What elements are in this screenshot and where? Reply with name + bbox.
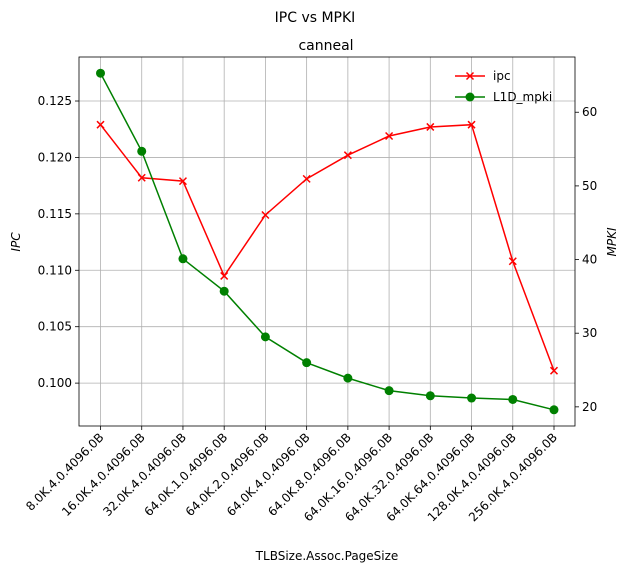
legend-item-l1d-mpki: L1D_mpki xyxy=(455,90,552,104)
data-point-l1d-mpki xyxy=(384,386,394,396)
data-point-ipc xyxy=(549,366,559,375)
data-point-l1d-mpki xyxy=(425,391,435,401)
data-point-ipc xyxy=(96,120,105,129)
data-point-l1d-mpki xyxy=(508,394,518,404)
y-axis-right-label: MPKI xyxy=(605,227,619,256)
y-axis-left-label: IPC xyxy=(9,232,23,252)
data-point-l1d-mpki xyxy=(260,332,270,342)
data-point-l1d-mpki xyxy=(96,68,105,78)
legend-mpki-marker xyxy=(465,92,475,102)
data-point-ipc xyxy=(467,120,476,129)
y-axis-left-ticks: 0.100 0.105 0.110 0.115 0.120 0.125 xyxy=(38,94,79,390)
y-right-tick-label: 30 xyxy=(582,326,597,340)
data-point-l1d-mpki xyxy=(178,254,188,264)
x-axis-label: TLBSize.Assoc.PageSize xyxy=(255,549,399,563)
legend-ipc-label: ipc xyxy=(493,69,511,83)
data-point-ipc xyxy=(261,210,270,220)
data-point-ipc xyxy=(426,122,435,131)
data-point-ipc xyxy=(343,151,352,160)
data-point-l1d-mpki xyxy=(467,393,477,403)
series-layer xyxy=(96,68,559,415)
y-right-tick-label: 50 xyxy=(582,179,597,193)
y-left-tick-label: 0.105 xyxy=(38,320,72,334)
y-left-tick-label: 0.100 xyxy=(38,376,72,390)
y-right-tick-label: 60 xyxy=(582,105,597,119)
legend: ipc L1D_mpki xyxy=(455,69,552,104)
y-left-tick-label: 0.120 xyxy=(38,150,72,164)
data-point-l1d-mpki xyxy=(137,146,147,156)
legend-item-ipc: ipc xyxy=(455,69,511,83)
legend-ipc-marker xyxy=(465,71,475,81)
y-left-tick-label: 0.125 xyxy=(38,94,72,108)
chart-title: canneal xyxy=(298,38,353,54)
y-axis-right-ticks: 20 30 40 50 60 xyxy=(575,105,597,414)
data-point-l1d-mpki xyxy=(302,358,312,368)
y-left-tick-label: 0.115 xyxy=(38,207,72,221)
y-right-tick-label: 20 xyxy=(582,400,597,414)
data-point-l1d-mpki xyxy=(219,286,229,296)
data-point-ipc xyxy=(385,131,394,141)
data-point-l1d-mpki xyxy=(343,373,353,383)
data-point-ipc xyxy=(508,257,517,266)
legend-mpki-label: L1D_mpki xyxy=(493,90,552,104)
y-right-tick-label: 40 xyxy=(582,253,597,267)
y-left-tick-label: 0.110 xyxy=(38,263,72,277)
chart-suptitle: IPC vs MPKI xyxy=(275,10,356,26)
series-line-ipc xyxy=(99,123,555,371)
grid xyxy=(79,57,575,426)
data-point-ipc xyxy=(178,177,187,186)
data-point-ipc xyxy=(137,173,146,182)
data-point-ipc xyxy=(220,271,229,280)
series-line-l1d-mpki xyxy=(99,72,555,411)
x-axis-ticks: 8.0K.4.0.4096.0B16.0K.4.0.4096.0B32.0K.4… xyxy=(23,426,560,524)
data-point-ipc xyxy=(302,174,311,183)
x-tick-label: 8.0K.4.0.4096.0B xyxy=(23,430,106,513)
data-point-l1d-mpki xyxy=(549,405,559,415)
plot-frame xyxy=(78,56,576,427)
